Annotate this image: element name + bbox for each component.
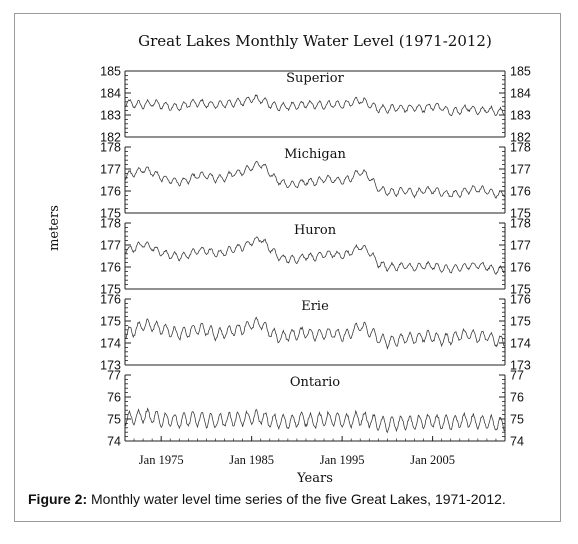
y-tick-label-left: 178 — [100, 217, 121, 231]
x-tick-label: Jan 1995 — [320, 453, 365, 467]
y-tick-label-left: 75 — [107, 413, 121, 427]
y-tick-label-right: 77 — [510, 369, 524, 383]
y-tick-label-left: 175 — [100, 315, 121, 329]
y-tick-label-right: 74 — [510, 435, 524, 449]
x-axis-title: Years — [296, 471, 333, 486]
panel-huron: 175 175 176 176 177 177 178 178 Huron — [100, 217, 531, 297]
series-line-michigan — [124, 160, 505, 199]
y-tick-label-left: 177 — [100, 239, 121, 253]
y-tick-label-left: 77 — [107, 369, 121, 383]
y-tick-label-left: 184 — [100, 87, 121, 101]
series-line-huron — [124, 236, 505, 275]
y-tick-label-right: 176 — [510, 185, 531, 199]
y-tick-label-right: 175 — [510, 315, 531, 329]
panel-label-huron: Huron — [294, 223, 337, 238]
y-tick-label-left: 176 — [100, 261, 121, 275]
panel-label-erie: Erie — [301, 299, 329, 314]
y-tick-label-right: 176 — [510, 261, 531, 275]
x-tick-label: Jan 2005 — [410, 453, 455, 467]
y-tick-label-left: 173 — [100, 359, 121, 373]
y-tick-label-right: 178 — [510, 141, 531, 155]
y-tick-label-left: 174 — [100, 337, 121, 351]
y-tick-label-right: 75 — [510, 413, 524, 427]
figure-caption: Figure 2: Monthly water level time serie… — [28, 491, 558, 507]
y-tick-label-right: 176 — [510, 293, 531, 307]
x-tick-label: Jan 1975 — [139, 453, 184, 467]
y-tick-label-left: 177 — [100, 163, 121, 177]
y-tick-label-left: 178 — [100, 141, 121, 155]
y-tick-label-right: 175 — [510, 283, 531, 297]
panel-label-michigan: Michigan — [284, 147, 346, 162]
y-tick-label-left: 183 — [100, 109, 121, 123]
panel-label-superior: Superior — [286, 71, 344, 86]
y-tick-label-right: 177 — [510, 239, 531, 253]
y-tick-label-right: 175 — [510, 207, 531, 221]
y-axis-title: meters — [47, 205, 62, 251]
panel-erie: 173 173 174 174 175 175 176 176 Erie — [100, 293, 531, 373]
chart-title: Great Lakes Monthly Water Level (1971-20… — [138, 32, 492, 50]
y-tick-label-right: 182 — [510, 131, 531, 145]
y-tick-label-left: 175 — [100, 207, 121, 221]
caption-text: Monthly water level time series of the f… — [87, 491, 506, 507]
y-tick-label-right: 76 — [510, 391, 524, 405]
y-tick-label-right: 183 — [510, 109, 531, 123]
y-tick-label-left: 185 — [100, 65, 121, 79]
y-tick-label-left: 176 — [100, 293, 121, 307]
panel-superior: 182 182 183 183 184 184 185 185 Superior — [100, 65, 531, 145]
y-tick-label-right: 177 — [510, 163, 531, 177]
y-tick-label-left: 182 — [100, 131, 121, 145]
y-tick-label-right: 185 — [510, 65, 531, 79]
y-tick-label-left: 176 — [100, 185, 121, 199]
y-tick-label-right: 178 — [510, 217, 531, 231]
y-tick-label-right: 174 — [510, 337, 531, 351]
caption-label: Figure 2: — [28, 491, 88, 507]
y-tick-label-left: 74 — [107, 435, 121, 449]
series-line-superior — [124, 94, 505, 117]
y-tick-label-right: 184 — [510, 87, 531, 101]
panel-label-ontario: Ontario — [290, 375, 340, 390]
series-line-erie — [124, 316, 505, 350]
y-tick-label-left: 175 — [100, 283, 121, 297]
y-tick-label-left: 76 — [107, 391, 121, 405]
series-line-ontario — [124, 407, 505, 434]
y-tick-label-right: 173 — [510, 359, 531, 373]
panel-michigan: 175 175 176 176 177 177 178 178 Michigan — [100, 141, 531, 221]
x-tick-label: Jan 1985 — [229, 453, 274, 467]
panel-ontario: 74 74 75 75 76 76 77 77 Ontario — [107, 369, 524, 449]
